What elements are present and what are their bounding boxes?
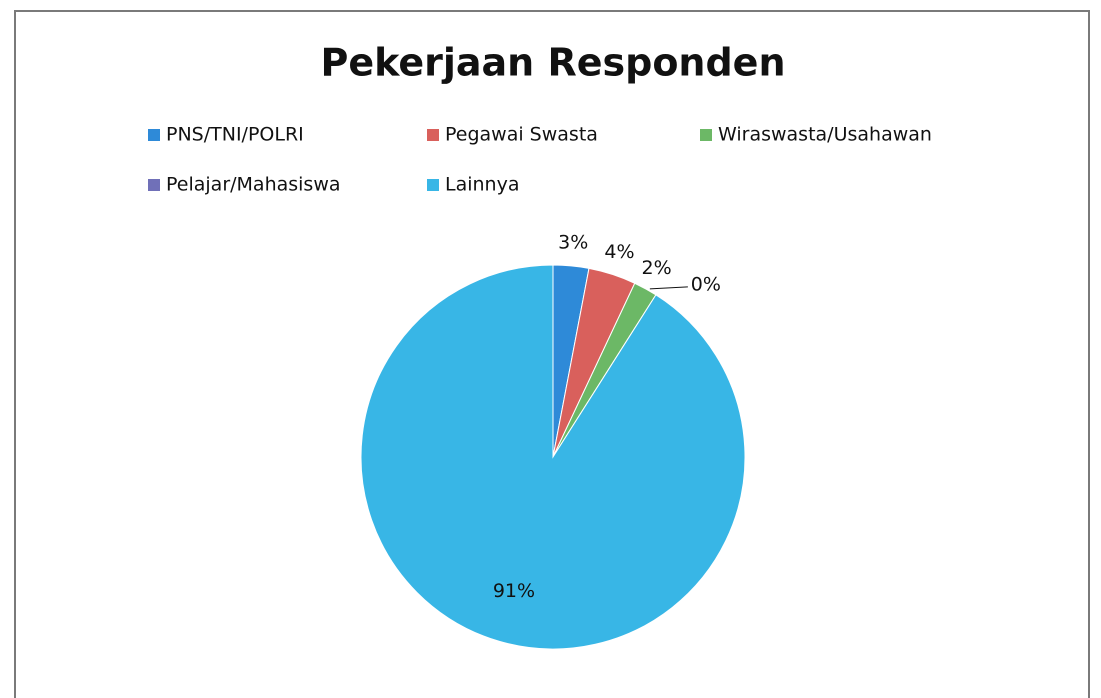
leader-line [649, 286, 688, 290]
legend-swatch [427, 179, 439, 191]
legend-swatch [700, 129, 712, 141]
legend-label: PNS/TNI/POLRI [166, 124, 304, 146]
data-label: 3% [558, 231, 588, 253]
chart-title: Pekerjaan Responden [320, 41, 785, 85]
legend-swatch [427, 129, 439, 141]
pie-slice [360, 264, 746, 650]
data-label: 4% [604, 241, 634, 263]
data-label: 0% [691, 273, 721, 295]
legend-swatch [148, 179, 160, 191]
legend-label: Lainnya [445, 174, 519, 196]
data-label: 2% [641, 257, 671, 279]
legend-label: Pegawai Swasta [445, 124, 598, 146]
legend-swatch [148, 129, 160, 141]
legend-label: Wiraswasta/Usahawan [718, 124, 932, 146]
legend-label: Pelajar/Mahasiswa [166, 174, 341, 196]
data-label: 91% [493, 580, 535, 602]
